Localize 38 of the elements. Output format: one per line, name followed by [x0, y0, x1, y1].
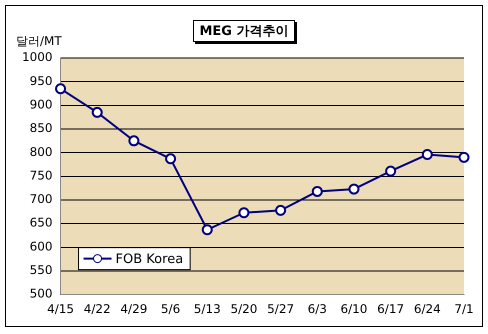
y-tick-label: 500: [30, 286, 53, 301]
point: [312, 186, 323, 197]
y-tick-label: 750: [30, 168, 53, 182]
x-tick-label: 7/1: [454, 302, 474, 316]
y-tick-label: 1000: [22, 50, 53, 64]
chart-title: MEG 가격추이: [193, 20, 294, 42]
point: [55, 83, 66, 94]
x-tick-label: 5/6: [160, 302, 180, 316]
point: [238, 207, 250, 218]
y-tick-label: 650: [30, 216, 53, 230]
x-tick-label: 5/13: [194, 302, 221, 316]
point: [165, 153, 176, 164]
point: [458, 152, 470, 163]
point: [348, 184, 360, 195]
y-tick-label: 850: [30, 121, 53, 136]
y-tick-label: 550: [30, 263, 53, 278]
point: [275, 204, 286, 216]
point: [128, 135, 140, 146]
legend-label: FOB Korea: [116, 252, 184, 267]
x-tick-label: 4/29: [120, 302, 148, 316]
point: [92, 106, 103, 118]
x-tick-label: 4/15: [47, 302, 74, 316]
y-tick-label: 950: [30, 74, 53, 88]
point: [422, 149, 433, 160]
y-tick-label: 600: [30, 239, 53, 254]
x-tick-label: 6/10: [340, 302, 368, 316]
x-tick-label: 6/24: [414, 302, 441, 316]
x-tick-label: 4/22: [84, 302, 111, 316]
y-tick-label: 800: [30, 144, 53, 159]
point: [202, 224, 213, 236]
x-tick-label: 5/20: [230, 302, 258, 316]
x-tick-label: 6/17: [377, 302, 404, 316]
y-tick-label: 900: [30, 97, 53, 112]
point: [385, 166, 396, 177]
y-axis-title: 달러/MT: [16, 33, 62, 50]
x-tick-label: 6/3: [308, 302, 327, 316]
y-tick-label: 700: [30, 192, 53, 206]
x-tick-label: 5/27: [267, 302, 294, 316]
